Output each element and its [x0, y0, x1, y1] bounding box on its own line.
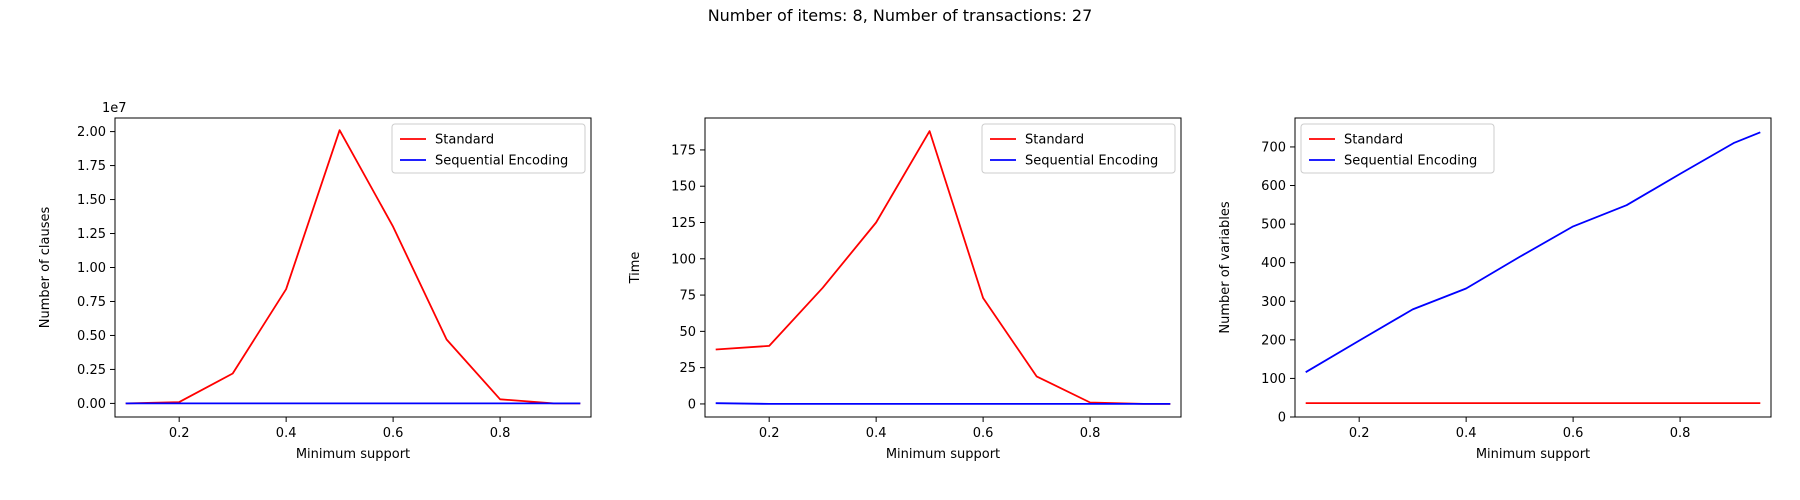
- y-tick-label: 175: [671, 143, 696, 158]
- y-tick-label: 2.00: [77, 125, 106, 140]
- legend-label: Sequential Encoding: [1344, 154, 1477, 169]
- x-axis-label: Minimum support: [886, 447, 1000, 462]
- x-tick-label: 0.8: [1080, 426, 1101, 441]
- x-tick-label: 0.8: [490, 426, 511, 441]
- y-tick-label: 75: [679, 289, 696, 304]
- y-tick-label: 125: [671, 216, 696, 231]
- figure-title: Number of items: 8, Number of transactio…: [707, 6, 1093, 25]
- legend: Standard Sequential Encoding: [391, 123, 586, 174]
- legend-box: [391, 123, 586, 174]
- x-tick-label: 0.2: [1349, 426, 1370, 441]
- legend-box: [1300, 123, 1495, 174]
- y-axis-label: Number of clauses: [38, 207, 53, 329]
- x-tick-label: 0.4: [276, 426, 297, 441]
- y-tick-label: 1.25: [77, 227, 106, 242]
- legend-box: [981, 123, 1176, 174]
- axes-frame: [114, 117, 592, 418]
- legend-label: Standard: [1344, 133, 1403, 148]
- y-tick-label: 25: [679, 361, 696, 376]
- x-axis-label: Minimum support: [296, 447, 410, 462]
- y-tick-label: 700: [1261, 140, 1286, 155]
- x-tick-label: 0.4: [866, 426, 887, 441]
- x-tick-label: 0.2: [169, 426, 190, 441]
- legend: Standard Sequential Encoding: [1300, 123, 1495, 174]
- x-tick-label: 0.8: [1670, 426, 1691, 441]
- y-tick-label: 1.75: [77, 159, 106, 174]
- y-tick-label: 500: [1261, 218, 1286, 233]
- series-line-standard: [125, 129, 581, 405]
- x-tick-label: 0.6: [383, 426, 404, 441]
- x-tick-label: 0.6: [973, 426, 994, 441]
- y-tick-label: 50: [679, 325, 696, 340]
- y-axis-label: Number of variables: [1218, 201, 1233, 333]
- legend: Standard Sequential Encoding: [981, 123, 1176, 174]
- y-tick-label: 1.50: [77, 193, 106, 208]
- y-tick-label: 150: [671, 180, 696, 195]
- series-line-sequential-encoding: [715, 402, 1171, 405]
- y-tick-label: 200: [1261, 333, 1286, 348]
- axes-frame: [704, 117, 1182, 418]
- y-tick-label: 1.00: [77, 261, 106, 276]
- x-tick-label: 0.4: [1456, 426, 1477, 441]
- y-tick-label: 300: [1261, 295, 1286, 310]
- y-tick-label: 0.25: [77, 363, 106, 378]
- y-tick-label: 0.00: [77, 397, 106, 412]
- axes-frame: [1294, 117, 1772, 418]
- legend-label: Sequential Encoding: [435, 154, 568, 169]
- y-tick-label: 0.75: [77, 295, 106, 310]
- legend-label: Standard: [435, 133, 494, 148]
- y-offset-text: 1e7: [102, 101, 127, 116]
- series-line-sequential-encoding: [1305, 131, 1761, 373]
- y-tick-label: 100: [1261, 372, 1286, 387]
- y-tick-label: 600: [1261, 179, 1286, 194]
- legend-label: Standard: [1025, 133, 1084, 148]
- y-tick-label: 0: [688, 397, 696, 412]
- y-tick-label: 0: [1278, 411, 1286, 426]
- x-axis-label: Minimum support: [1476, 447, 1590, 462]
- legend-label: Sequential Encoding: [1025, 154, 1158, 169]
- y-tick-label: 100: [671, 252, 696, 267]
- y-axis-label: Time: [628, 252, 643, 285]
- y-tick-label: 400: [1261, 256, 1286, 271]
- y-tick-label: 0.50: [77, 329, 106, 344]
- subplot-2: 0.2 0.4 0.6 0.8 0 25 50 75 100 125 150 175 Minimum s…: [628, 117, 1182, 462]
- x-tick-label: 0.6: [1563, 426, 1584, 441]
- x-tick-label: 0.2: [759, 426, 780, 441]
- subplot-1: 0.2 0.4 0.6 0.8 0.00 0.25 0.50 0.75 1.00 1.25 1.50…: [38, 101, 592, 462]
- subplot-3: 0.2 0.4 0.6 0.8 0 100 200 300 400 500 600 700 Minimu…: [1218, 117, 1772, 462]
